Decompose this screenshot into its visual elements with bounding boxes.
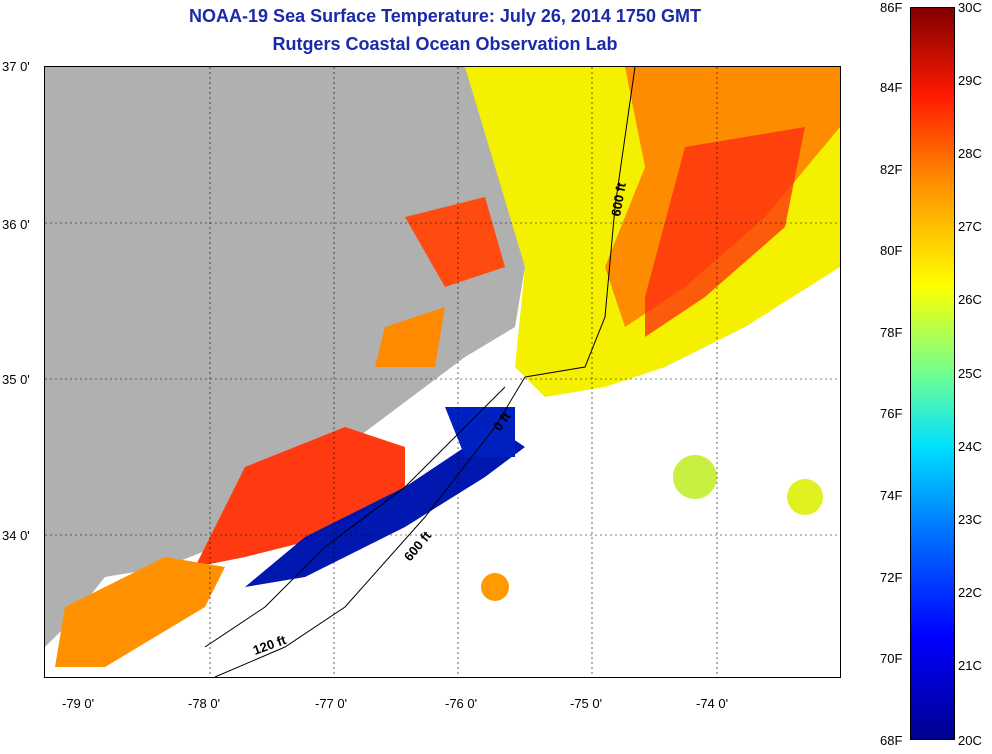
- lon-label-77: -77 0': [315, 696, 348, 711]
- lon-label-79: -79 0': [62, 696, 95, 711]
- coastal-warm-band: [195, 427, 405, 567]
- lat-label-36: 36 0': [2, 217, 30, 232]
- lon-label-74: -74 0': [696, 696, 729, 711]
- colorbar-c-label: 25C: [958, 366, 982, 381]
- offshore-patch: [673, 455, 717, 499]
- isobath-120ft: [204, 386, 506, 648]
- colorbar-c-label: 20C: [958, 733, 982, 748]
- land-mass: [45, 67, 525, 647]
- colorbar-c-label: 27C: [958, 219, 982, 234]
- colorbar-c-label: 28C: [958, 146, 982, 161]
- sst-map: 600 ft 600 ft 120 ft 0 ft: [44, 66, 841, 678]
- lat-label-34: 34 0': [2, 528, 30, 543]
- isobath-600ft-north: [524, 67, 636, 378]
- lon-label-75: -75 0': [570, 696, 603, 711]
- cold-upwelling: [245, 427, 525, 587]
- contour-label-600-south: 600 ft: [401, 528, 435, 564]
- colorbar-c-label: 21C: [958, 658, 982, 673]
- offshore-patch: [787, 479, 823, 515]
- colorbar-c-label: 29C: [958, 73, 982, 88]
- colorbar-f-label: 76F: [880, 406, 903, 421]
- sst-map-canvas: 600 ft 600 ft 120 ft 0 ft: [45, 67, 840, 677]
- contour-label-600-north: 600 ft: [608, 181, 629, 218]
- cold-patch: [445, 407, 515, 457]
- isobath-600ft-south: [214, 376, 526, 677]
- map-title: NOAA-19 Sea Surface Temperature: July 26…: [189, 6, 701, 26]
- lat-label-37: 37 0': [2, 59, 30, 74]
- coastal-yellow: [55, 557, 225, 667]
- colorbar-c-label: 23C: [958, 512, 982, 527]
- lon-label-76: -76 0': [445, 696, 478, 711]
- map-subtitle: Rutgers Coastal Ocean Observation Lab: [272, 34, 618, 54]
- colorbar-c-label: 22C: [958, 585, 982, 600]
- colorbar-f-label: 74F: [880, 488, 903, 503]
- pamlico-water: [375, 307, 445, 367]
- temperature-colorbar: [910, 7, 955, 740]
- colorbar-f-label: 80F: [880, 243, 903, 258]
- colorbar-f-label: 78F: [880, 325, 903, 340]
- colorbar-f-label: 68F: [880, 733, 903, 748]
- lat-label-35: 35 0': [2, 372, 30, 387]
- colorbar-c-label: 26C: [958, 292, 982, 307]
- colorbar-f-label: 72F: [880, 570, 903, 585]
- gulf-stream-core: [645, 127, 805, 337]
- colorbar-f-label: 86F: [880, 0, 903, 15]
- colorbar-c-label: 24C: [958, 439, 982, 454]
- lon-label-78: -78 0': [188, 696, 221, 711]
- colorbar-f-label: 82F: [880, 162, 903, 177]
- colorbar-f-label: 70F: [880, 651, 903, 666]
- offshore-patch: [481, 573, 509, 601]
- sound-water: [405, 197, 505, 287]
- colorbar-c-label: 30C: [958, 0, 982, 15]
- colorbar-f-label: 84F: [880, 80, 903, 95]
